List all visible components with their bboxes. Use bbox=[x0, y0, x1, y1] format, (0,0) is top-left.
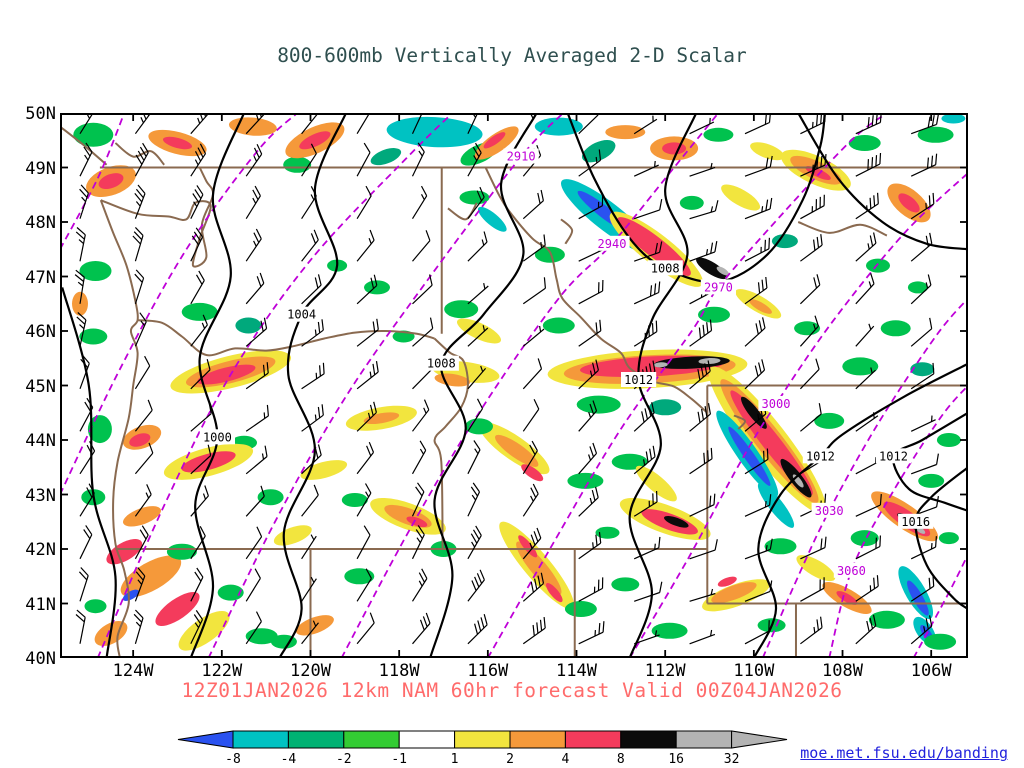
svg-text:1004: 1004 bbox=[287, 308, 316, 322]
lon-tick-label: 118W bbox=[378, 661, 420, 681]
lon-tick-label: 122W bbox=[201, 661, 243, 681]
svg-text:1: 1 bbox=[451, 752, 459, 767]
svg-text:8: 8 bbox=[617, 752, 625, 767]
lon-tick-label: 112W bbox=[644, 661, 686, 681]
colorbar-tick-labels: -8 -4 -2 -1 1 2 4 8 16 32 bbox=[225, 752, 739, 767]
lon-tick-label: 106W bbox=[910, 661, 952, 681]
svg-text:3060: 3060 bbox=[837, 564, 866, 578]
svg-text:2910: 2910 bbox=[507, 150, 536, 164]
lat-tick-label: 40N bbox=[25, 649, 56, 669]
colorbar-swatches bbox=[177, 730, 788, 749]
axis-ticks bbox=[60, 113, 968, 658]
svg-text:1012: 1012 bbox=[624, 373, 653, 387]
lat-tick-label: 41N bbox=[25, 594, 56, 615]
colorbar-above-arrow bbox=[731, 730, 788, 749]
svg-text:1012: 1012 bbox=[879, 449, 908, 463]
colorbar-below-arrow bbox=[177, 730, 234, 749]
site-link[interactable]: moe.met.fsu.edu/banding bbox=[800, 744, 1008, 762]
svg-text:2970: 2970 bbox=[704, 280, 733, 294]
svg-text:3000: 3000 bbox=[762, 397, 791, 411]
forecast-caption: 12Z01JAN2026 12km NAM 60hr forecast Vali… bbox=[181, 679, 843, 702]
lon-tick-label: 114W bbox=[556, 661, 597, 681]
frontogenesis-map: 2910 2940 2970 3000 3030 3060 1000 1004 1008 1012… bbox=[60, 113, 968, 658]
lat-tick-label: 44N bbox=[25, 431, 56, 451]
svg-text:-1: -1 bbox=[391, 752, 407, 767]
svg-text:1008: 1008 bbox=[427, 357, 456, 371]
lon-tick-label: 108W bbox=[822, 661, 863, 681]
lat-tick-label: 43N bbox=[25, 485, 56, 506]
lat-tick-label: 49N bbox=[25, 158, 56, 179]
svg-text:2940: 2940 bbox=[598, 237, 627, 251]
lon-tick-label: 120W bbox=[290, 661, 331, 681]
lat-tick-label: 47N bbox=[25, 267, 56, 288]
lat-tick-label: 46N bbox=[25, 322, 56, 342]
contour-labels: 2910 2940 2970 3000 3030 3060 1000 1004 1008 1012… bbox=[199, 148, 934, 578]
svg-text:2: 2 bbox=[506, 752, 514, 767]
svg-text:16: 16 bbox=[668, 752, 684, 767]
lon-tick-label: 116W bbox=[467, 661, 509, 681]
svg-text:4: 4 bbox=[561, 752, 569, 767]
svg-text:1008: 1008 bbox=[651, 261, 680, 275]
svg-text:3030: 3030 bbox=[815, 504, 844, 518]
svg-text:1000: 1000 bbox=[203, 430, 232, 444]
svg-text:32: 32 bbox=[724, 752, 740, 767]
lon-tick-label: 110W bbox=[733, 661, 775, 681]
svg-text:1012: 1012 bbox=[806, 449, 835, 463]
lat-tick-label: 45N bbox=[25, 376, 56, 397]
title-line-1: 800-600mb Vertically Averaged 2-D Scalar bbox=[277, 44, 747, 67]
colorbar: -8 -4 -2 -1 1 2 4 8 16 32 bbox=[177, 730, 788, 767]
svg-text:-2: -2 bbox=[336, 752, 352, 767]
lat-tick-label: 48N bbox=[25, 213, 56, 233]
svg-text:1016: 1016 bbox=[901, 515, 930, 529]
lon-tick-label: 124W bbox=[112, 661, 154, 681]
lat-tick-label: 42N bbox=[25, 540, 56, 560]
svg-text:-4: -4 bbox=[281, 752, 297, 767]
wind-barbs bbox=[74, 113, 968, 645]
svg-text:-8: -8 bbox=[225, 752, 241, 767]
lat-tick-label: 50N bbox=[25, 104, 56, 124]
